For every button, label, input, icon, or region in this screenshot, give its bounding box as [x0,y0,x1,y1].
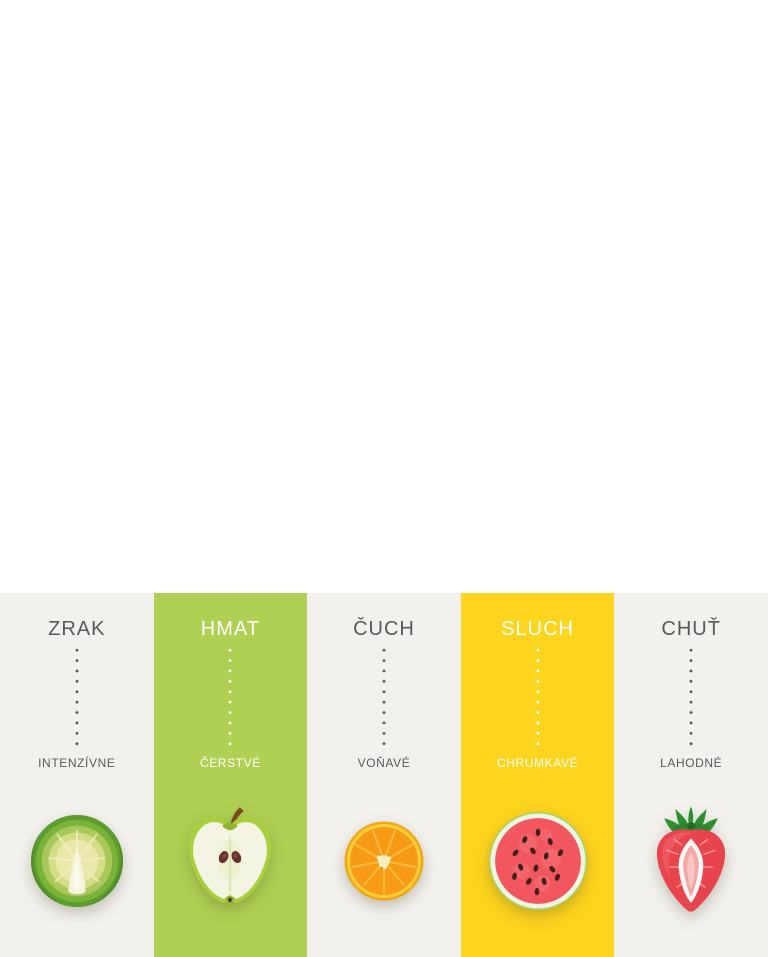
sense-title: SLUCH [501,618,574,640]
savoy-cabbage-half-image [30,814,123,908]
page-top-whitespace [0,0,768,364]
dotted-line [535,645,540,749]
sense-column-hmat: HMAT ČERSTVÉ [153,593,308,957]
green-apple-half-image [188,807,272,903]
sense-label: CHRUMKAVÉ [496,756,579,770]
dotted-line [74,645,79,749]
fruit-container [0,796,154,926]
sense-column-cuch: ČUCH VOŇAVÉ [307,593,461,957]
sense-title: ČUCH [353,618,415,640]
sense-label: VOŇAVÉ [357,756,411,770]
sense-label: LAHODNÉ [660,756,723,770]
sense-column-chut: CHUŤ LAHODNÉ [614,593,768,957]
sense-title: ZRAK [48,618,106,640]
fruit-container [154,796,308,926]
sense-column-zrak: ZRAK INTENZÍVNE [0,593,154,957]
sense-title: HMAT [200,618,260,640]
sense-title: CHUŤ [661,618,721,640]
fruit-container [307,796,461,926]
fruit-container [614,796,768,926]
strawberry-half-image [657,805,726,912]
watermelon-slice-image [488,812,587,910]
sense-label: ČERSTVÉ [199,756,261,770]
orange-slice-image [344,821,424,901]
fruit-container [461,796,615,926]
dotted-line [689,645,694,749]
sense-label: INTENZÍVNE [38,756,116,770]
sense-column-sluch: SLUCH CHRUMKAVÉ [460,593,615,957]
dotted-line [381,645,386,749]
five-senses-section: ZRAK INTENZÍVNE [0,593,768,957]
dotted-line [228,645,233,749]
